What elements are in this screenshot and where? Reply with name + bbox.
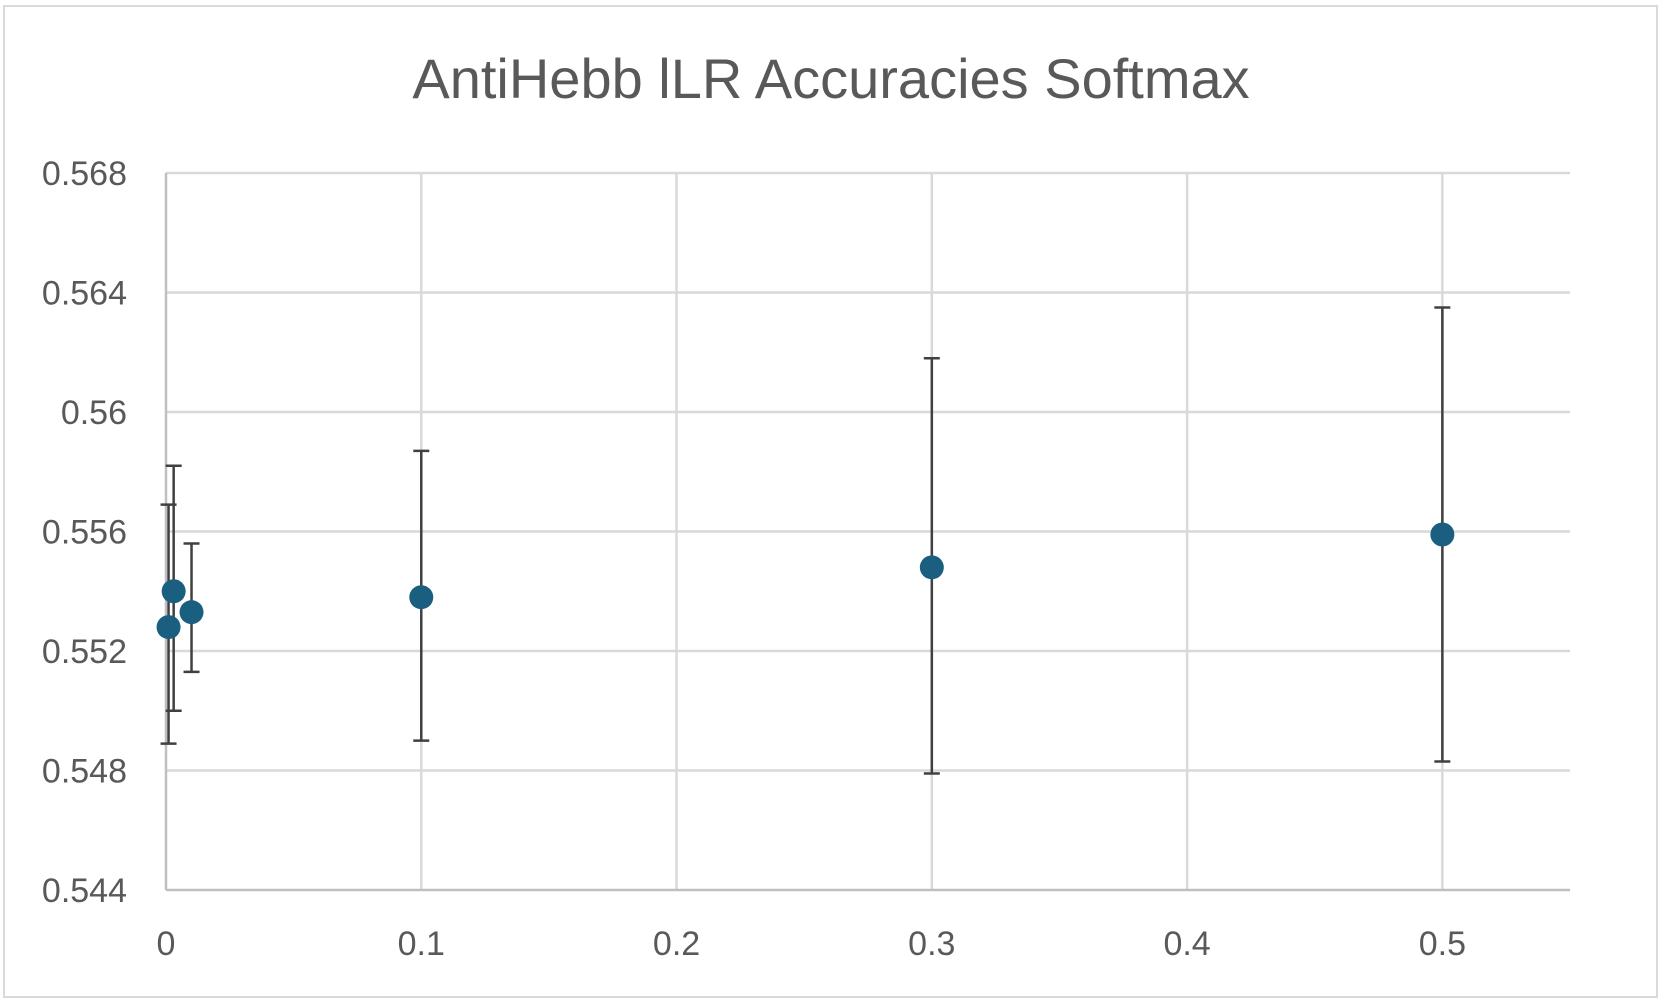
data-point: [919, 555, 944, 580]
error-bars: [160, 306, 1451, 775]
x-tick-label: 0.5: [1419, 925, 1466, 963]
y-tick-label: 0.548: [42, 753, 127, 791]
data-point: [161, 579, 186, 604]
x-tick-label: 0: [157, 925, 176, 963]
data-points: [156, 522, 1455, 640]
y-tick-label: 0.544: [42, 872, 127, 910]
y-tick-label: 0.564: [42, 275, 127, 313]
tick-labels: 0.544 0.548 0.552 0.556 0.56 0.564 0.568 0 0.1 0.…: [42, 155, 1466, 963]
data-point: [1430, 522, 1455, 547]
x-tick-label: 0.2: [653, 925, 700, 963]
y-tick-label: 0.56: [61, 394, 127, 432]
y-tick-label: 0.568: [42, 155, 127, 193]
chart-frame: [3, 5, 1658, 998]
gridlines: [166, 171, 1570, 890]
data-point: [156, 615, 181, 640]
chart-title: AntiHebb lLR Accuracies Softmax: [412, 47, 1249, 110]
x-tick-label: 0.1: [398, 925, 445, 963]
y-tick-label: 0.552: [42, 633, 127, 671]
data-point: [409, 585, 434, 610]
data-point: [179, 600, 204, 625]
y-tick-label: 0.556: [42, 514, 127, 552]
axes: [164, 173, 1570, 892]
x-tick-label: 0.3: [908, 925, 955, 963]
x-tick-label: 0.4: [1163, 925, 1210, 963]
